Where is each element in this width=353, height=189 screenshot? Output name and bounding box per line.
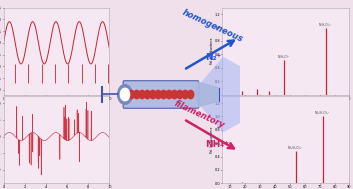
- Text: N₂(H₂O)⁺: N₂(H₂O)⁺: [277, 55, 290, 59]
- X-axis label: Time [µs]: Time [µs]: [48, 101, 65, 105]
- Text: N₂(H₂O)₂⁺: N₂(H₂O)₂⁺: [319, 23, 332, 27]
- Circle shape: [177, 90, 183, 99]
- Circle shape: [161, 90, 167, 99]
- Text: NH₄⁺: NH₄⁺: [205, 140, 228, 149]
- Circle shape: [182, 90, 189, 99]
- Polygon shape: [191, 57, 240, 132]
- X-axis label: m/z: m/z: [283, 101, 289, 105]
- Y-axis label: Rel. Ion Abundance: Rel. Ion Abundance: [210, 38, 214, 64]
- Polygon shape: [198, 82, 219, 107]
- Circle shape: [150, 90, 156, 99]
- Circle shape: [128, 90, 134, 99]
- Polygon shape: [191, 57, 240, 132]
- Circle shape: [166, 90, 172, 99]
- Text: N₂⁺: N₂⁺: [205, 53, 221, 63]
- Circle shape: [120, 88, 130, 101]
- Y-axis label: Rel. Ion Abundance: Rel. Ion Abundance: [210, 127, 214, 153]
- Text: NH₄(H₂O)₃⁺: NH₄(H₂O)₃⁺: [315, 112, 330, 115]
- Circle shape: [144, 90, 151, 99]
- Text: homogeneous: homogeneous: [181, 7, 245, 44]
- Circle shape: [133, 90, 140, 99]
- FancyBboxPatch shape: [123, 81, 199, 108]
- Circle shape: [171, 90, 178, 99]
- Circle shape: [187, 90, 194, 99]
- Circle shape: [155, 90, 161, 99]
- Circle shape: [118, 85, 132, 104]
- Text: filamentory: filamentory: [172, 99, 226, 131]
- Circle shape: [139, 90, 145, 99]
- Text: NH₄(H₂O)₂⁺: NH₄(H₂O)₂⁺: [288, 146, 303, 150]
